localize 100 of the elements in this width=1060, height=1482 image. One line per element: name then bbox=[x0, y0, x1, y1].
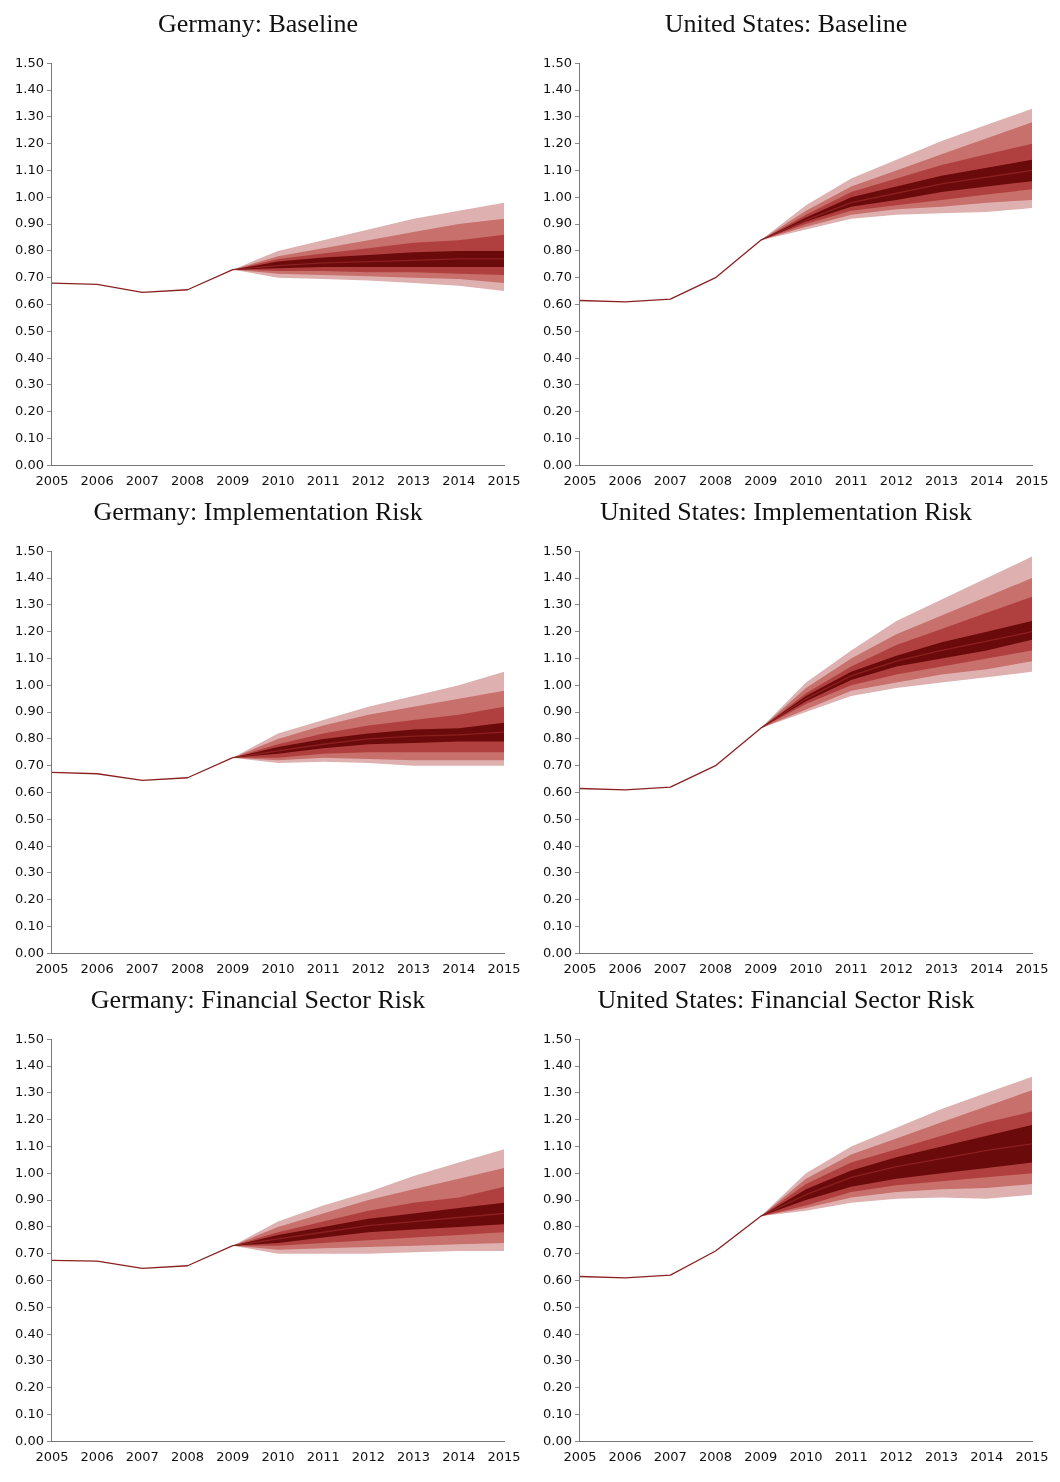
y-tick-label: 1.20 bbox=[14, 623, 44, 639]
x-tick-label: 2014 bbox=[442, 1448, 476, 1464]
x-tick-label: 2013 bbox=[925, 1448, 959, 1464]
x-tick-label: 2011 bbox=[306, 472, 340, 488]
x-tick-label: 2012 bbox=[351, 472, 385, 488]
x-tick-label: 2012 bbox=[351, 1448, 385, 1464]
y-tick-label: 0.40 bbox=[14, 837, 44, 853]
x-tick-label: 2005 bbox=[563, 1448, 597, 1464]
x-tick-label: 2013 bbox=[925, 960, 959, 976]
y-tick-label: 0.10 bbox=[14, 429, 44, 445]
y-tick-label: 1.20 bbox=[14, 135, 44, 151]
y-tick-label: 0.00 bbox=[14, 944, 44, 960]
y-tick-label: 0.60 bbox=[542, 295, 572, 311]
y-tick-label: 1.20 bbox=[542, 135, 572, 151]
y-tick-label: 1.20 bbox=[14, 1111, 44, 1127]
x-tick-label: 2006 bbox=[608, 472, 642, 488]
x-tick-label: 2009 bbox=[744, 960, 778, 976]
y-tick-label: 0.60 bbox=[14, 1271, 44, 1287]
x-tick-label: 2006 bbox=[608, 1448, 642, 1464]
y-tick-label: 0.10 bbox=[14, 1405, 44, 1421]
x-tick-label: 2008 bbox=[171, 472, 205, 488]
x-tick-label: 2015 bbox=[487, 472, 521, 488]
y-tick-label: 1.50 bbox=[542, 1030, 572, 1046]
x-tick-label: 2008 bbox=[171, 960, 205, 976]
y-tick-label: 0.60 bbox=[14, 783, 44, 799]
y-tick-label: 0.20 bbox=[14, 1379, 44, 1395]
x-tick-label: 2010 bbox=[261, 472, 295, 488]
x-tick-label: 2012 bbox=[879, 960, 913, 976]
y-tick-label: 1.10 bbox=[14, 649, 44, 665]
y-tick-label: 0.90 bbox=[542, 1191, 572, 1207]
y-tick-label: 1.00 bbox=[14, 1164, 44, 1180]
x-tick-label: 2006 bbox=[80, 472, 114, 488]
x-tick-label: 2013 bbox=[925, 472, 959, 488]
y-tick-label: 0.70 bbox=[14, 757, 44, 773]
chart-title: United States: Baseline bbox=[664, 9, 908, 39]
y-tick-label: 1.50 bbox=[14, 542, 44, 558]
y-tick-label: 1.40 bbox=[542, 1057, 572, 1073]
x-tick-label: 2010 bbox=[789, 960, 823, 976]
x-tick-label: 2012 bbox=[351, 960, 385, 976]
x-tick-label: 2007 bbox=[125, 1448, 159, 1464]
y-tick-label: 0.50 bbox=[542, 810, 572, 826]
x-tick-label: 2009 bbox=[744, 1448, 778, 1464]
y-tick-label: 0.00 bbox=[542, 944, 572, 960]
x-tick-label: 2011 bbox=[834, 960, 868, 976]
y-tick-label: 1.30 bbox=[542, 1084, 572, 1100]
x-tick-label: 2006 bbox=[80, 960, 114, 976]
y-tick-label: 0.80 bbox=[542, 242, 572, 258]
y-tick-label: 1.10 bbox=[14, 1137, 44, 1153]
y-tick-label: 0.20 bbox=[14, 891, 44, 907]
x-tick-label: 2014 bbox=[970, 472, 1004, 488]
x-tick-label: 2009 bbox=[216, 1448, 250, 1464]
y-tick-label: 0.30 bbox=[14, 376, 44, 392]
x-tick-label: 2012 bbox=[879, 1448, 913, 1464]
y-tick-label: 0.70 bbox=[14, 1245, 44, 1261]
y-tick-label: 0.50 bbox=[542, 1298, 572, 1314]
y-tick-label: 1.10 bbox=[542, 1137, 572, 1153]
y-tick-label: 0.50 bbox=[542, 322, 572, 338]
x-tick-label: 2010 bbox=[789, 1448, 823, 1464]
y-tick-label: 0.80 bbox=[542, 1218, 572, 1234]
y-tick-label: 0.90 bbox=[542, 703, 572, 719]
x-tick-label: 2014 bbox=[442, 960, 476, 976]
y-tick-label: 1.50 bbox=[14, 54, 44, 70]
y-tick-label: 1.40 bbox=[542, 569, 572, 585]
y-tick-label: 0.80 bbox=[14, 242, 44, 258]
x-tick-label: 2007 bbox=[653, 1448, 687, 1464]
y-tick-label: 1.10 bbox=[542, 161, 572, 177]
x-tick-label: 2006 bbox=[608, 960, 642, 976]
y-tick-label: 1.00 bbox=[542, 1164, 572, 1180]
y-tick-label: 0.20 bbox=[14, 403, 44, 419]
y-tick-label: 0.00 bbox=[14, 1432, 44, 1448]
y-tick-label: 0.00 bbox=[14, 456, 44, 472]
x-tick-label: 2008 bbox=[699, 472, 733, 488]
chart-title: United States: Financial Sector Risk bbox=[597, 985, 975, 1015]
y-tick-label: 1.10 bbox=[542, 649, 572, 665]
y-tick-label: 0.90 bbox=[14, 215, 44, 231]
chart-title: Germany: Baseline bbox=[158, 9, 358, 39]
y-tick-label: 1.20 bbox=[542, 1111, 572, 1127]
y-tick-label: 0.40 bbox=[542, 1325, 572, 1341]
y-tick-label: 0.70 bbox=[542, 757, 572, 773]
y-tick-label: 0.30 bbox=[542, 864, 572, 880]
chart-title: Germany: Implementation Risk bbox=[93, 497, 423, 527]
y-tick-label: 1.00 bbox=[14, 188, 44, 204]
x-tick-label: 2011 bbox=[834, 472, 868, 488]
x-tick-label: 2006 bbox=[80, 1448, 114, 1464]
y-tick-label: 1.40 bbox=[14, 81, 44, 97]
y-tick-label: 0.50 bbox=[14, 1298, 44, 1314]
y-tick-label: 0.20 bbox=[542, 403, 572, 419]
y-tick-label: 0.10 bbox=[542, 429, 572, 445]
y-tick-label: 0.50 bbox=[14, 322, 44, 338]
x-tick-label: 2005 bbox=[35, 1448, 69, 1464]
y-tick-label: 1.50 bbox=[14, 1030, 44, 1046]
x-tick-label: 2007 bbox=[125, 472, 159, 488]
x-tick-label: 2012 bbox=[879, 472, 913, 488]
x-tick-label: 2005 bbox=[563, 472, 597, 488]
x-tick-label: 2015 bbox=[487, 960, 521, 976]
x-tick-label: 2005 bbox=[563, 960, 597, 976]
y-tick-label: 0.30 bbox=[14, 1352, 44, 1368]
y-tick-label: 1.30 bbox=[14, 596, 44, 612]
x-tick-label: 2015 bbox=[487, 1448, 521, 1464]
chart-title: Germany: Financial Sector Risk bbox=[90, 985, 426, 1015]
